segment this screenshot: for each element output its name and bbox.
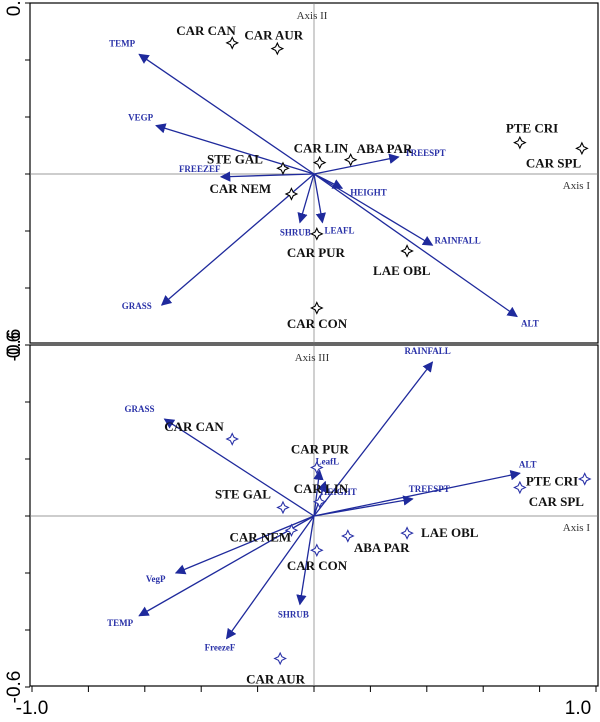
species-point-car-con [310, 543, 324, 557]
species-point-ste-gal [276, 161, 290, 176]
species-label-car-con: CAR CON [287, 558, 348, 573]
species-point-car-spl [575, 141, 589, 156]
species-point-car-spl [577, 472, 592, 486]
species-point-ste-gal [276, 500, 290, 515]
vector-label-grass: GRASS [125, 404, 155, 414]
species-label-car-pur: CAR PUR [287, 245, 346, 260]
species-label-car-spl: CAR SPL [529, 494, 585, 509]
species-point-car-lin [312, 155, 327, 170]
species-point-car-pur [310, 227, 324, 241]
vector-alt [313, 470, 521, 517]
species-label-pte-cri: PTE CRI [506, 121, 558, 136]
vector-leafl [313, 469, 324, 517]
vector-freezef [219, 171, 315, 182]
species-label-car-lin: CAR LIN [294, 141, 349, 156]
species-point-car-can [225, 36, 240, 50]
vector-label-freezef: FREEZEF [179, 164, 221, 174]
y-tick-label: 0.6 [4, 0, 25, 16]
species-point-car-con [310, 301, 324, 315]
species-label-car-lin: CAR LIN [294, 481, 349, 496]
species-label-car-pur: CAR PUR [291, 442, 350, 457]
vector-rainfall [313, 173, 434, 246]
species-label-car-aur: CAR AUR [246, 672, 305, 687]
species-point-car-can [225, 432, 240, 446]
species-point-car-lin [312, 494, 327, 509]
species-label-car-can: CAR CAN [176, 23, 236, 38]
vector-label-alt: ALT [521, 319, 539, 329]
vector-label-temp: TEMP [109, 38, 136, 48]
species-label-lae-obl: LAE OBL [421, 525, 479, 540]
species-point-pte-cri [513, 480, 527, 495]
x-axis-label: Axis I [563, 180, 591, 192]
vector-treespt [313, 153, 400, 175]
species-point-lae-obl [400, 244, 414, 258]
species-label-pte-cri: PTE CRI [526, 474, 578, 489]
vector-label-rainfall: RAINFALL [404, 346, 450, 356]
vector-grass [160, 173, 315, 306]
vector-label-shrub: SHRUB [280, 227, 311, 237]
species-point-car-pur [310, 460, 324, 475]
vector-label-height: HEIGHT [320, 487, 357, 497]
vector-label-vegp: VEGP [128, 113, 154, 123]
species-label-ste-gal: STE GAL [207, 151, 263, 166]
species-point-car-aur [270, 41, 285, 56]
species-label-car-aur: CAR AUR [244, 28, 303, 43]
species-label-car-spl: CAR SPL [526, 155, 582, 170]
species-label-car-nem: CAR NEM [209, 181, 271, 196]
x-tick-label: -1.0 [16, 698, 49, 719]
species-point-lae-obl [400, 526, 414, 540]
species-point-car-aur [273, 651, 287, 666]
vector-temp [138, 515, 315, 617]
y-axis-label: Axis III [295, 352, 330, 364]
x-axis-label: Axis I [563, 522, 591, 534]
species-point-car-nem [284, 187, 299, 201]
vector-leafl [313, 173, 326, 224]
species-label-car-con: CAR CON [287, 316, 348, 331]
species-label-aba-par: ABA PAR [357, 141, 413, 156]
species-point-car-nem [284, 523, 299, 538]
vector-vegp [155, 123, 315, 175]
species-point-pte-cri [513, 135, 527, 150]
vector-shrub [297, 173, 315, 224]
vector-grass [163, 418, 315, 517]
y-tick-label: -0.6 [4, 671, 25, 704]
species-label-car-can: CAR CAN [164, 419, 224, 434]
species-label-ste-gal: STE GAL [215, 486, 271, 501]
species-label-aba-par: ABA PAR [354, 540, 410, 555]
vector-label-treespt: TREESPT [405, 148, 446, 158]
species-point-aba-par [343, 152, 358, 167]
species-label-car-nem: CAR NEM [229, 529, 291, 544]
y-tick-label: 0.6 [4, 332, 25, 358]
vector-rainfall [313, 361, 434, 517]
y-tick-label: -0.6 [4, 329, 25, 362]
vector-label-height: HEIGHT [350, 187, 387, 197]
vector-temp [138, 53, 315, 175]
vector-label-rainfall: RAINFALL [434, 235, 480, 245]
vector-label-shrub: SHRUB [278, 609, 309, 619]
y-axis-label: Axis II [297, 10, 328, 22]
vector-label-leafl: LEAFL [324, 225, 354, 235]
vector-label-vegp: VegP [146, 574, 166, 584]
vector-label-temp: TEMP [107, 618, 134, 628]
vector-label-grass: GRASS [122, 301, 152, 311]
vector-freezef [225, 515, 315, 640]
species-point-aba-par [341, 529, 355, 543]
vector-label-treespt: TREESPT [409, 484, 450, 494]
vector-label-freezef: FreezeF [205, 643, 236, 653]
vector-alt [313, 173, 518, 318]
vector-label-alt: ALT [519, 459, 537, 469]
x-tick-label: 1.0 [565, 698, 591, 719]
species-label-lae-obl: LAE OBL [373, 263, 431, 278]
vector-label-leafl: LeafL [316, 456, 340, 466]
vector-shrub [296, 515, 315, 606]
